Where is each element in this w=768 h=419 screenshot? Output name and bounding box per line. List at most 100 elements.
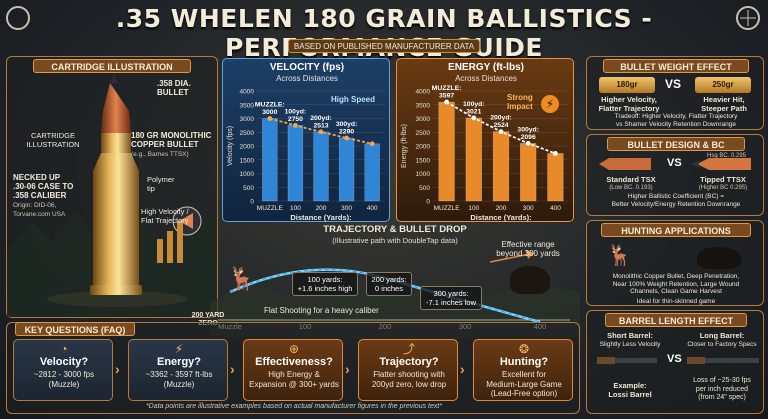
data-label: 100yd: 2750 [285,108,307,123]
x-tick-label: 300 [341,205,352,212]
lightning-icon: ⚡ [541,95,559,113]
data-label-line: 3021 [466,108,481,115]
data-label: 300yd: 2290 [336,121,358,135]
standard-tsx-label: Standard TSX [606,175,656,184]
faq-heading: KEY QUESTIONS (FAQ) [15,322,135,336]
scope-icon [736,6,760,30]
data-label: 200yd: 2524 [490,115,512,130]
velocity-chart: 0 500 1000 1500 2000 2500 3000 3500 4000 Velocity… [227,89,385,222]
faq-question: Effectiveness? [255,356,333,368]
velocity-chart-panel: VELOCITY (fps) Across Distances 0 500 1000… [222,58,390,222]
faq-cards: ◔ Velocity? ~2812 - 3000 fps (Muzzle) › ⚡ Ene… [13,339,575,401]
y-tick-label: 2500 [240,130,255,137]
bar [465,117,482,202]
design-vs: VS [667,157,682,169]
bullet-weight-heading: BULLET WEIGHT EFFECT [603,59,749,73]
hunting-ideal: Ideal for thin-skinned game [636,298,716,305]
page-subtitle: BASED ON PUBLISHED MANUFACTURER DATA [288,39,480,53]
y-tick-label: 1500 [240,157,255,164]
faq-answer: Excellent for Medium-Large Game (Lead-Fr… [486,370,562,398]
y-axis-label: Velocity (fps) [227,126,234,166]
short-barrel-sub: Slightly Less Velocity [599,341,661,348]
deer-icon: 🦌 [607,245,632,267]
faq-answer: High Energy & Expansion @ 300+ yards [249,370,339,389]
cartridge-heading: CARTRIDGE ILLUSTRATION [33,59,191,73]
data-label-line: 2513 [313,122,328,129]
data-label: 300yd: 2096 [517,126,539,141]
bar [438,101,455,202]
x-tick-label: 100 [290,205,301,212]
data-label-line: 2750 [288,116,303,123]
data-point [553,151,558,156]
bar [492,131,510,202]
y-tick-label: 2000 [240,144,255,151]
data-label: 100yd: 3021 [463,101,485,116]
page-title: .35 WHELEN 180 GRAIN BALLISTICS - PERFOR… [115,4,653,62]
barrel-vs: VS [667,353,682,365]
callout-200yd: 200 yards: 0 inches [366,272,412,296]
data-point [525,140,531,146]
y-tick-label: 1000 [416,171,431,178]
long-barrel-sub: Closer to Factory Specs [687,341,757,348]
data-point [344,135,349,141]
y-axis-label: Energy (ft-lbs) [401,124,408,168]
bullet-example-label: (e.g., Barnes TTSX) [131,151,189,158]
x-tick-label: 200 [316,205,327,212]
faq-card[interactable]: ⊕ Effectiveness? High Energy & Expansion @… [243,339,343,401]
bear-icon [697,247,741,269]
data-label-line: 100yd: [285,108,307,115]
callout-300yd: 300 yards: -7.1 inches low [420,286,482,310]
bc-note: Higher Ballistic Coefficient (BC) = Bett… [611,193,741,208]
energy-chart: 0 500 1000 1500 2000 2500 3000 3500 4000 Energy (… [401,85,569,222]
callout-100yd: 100 yards: +1.6 inches high [292,272,358,296]
cartridge-caption: CARTRIDGE ILLUSTRATION [26,131,80,149]
data-point [267,116,273,121]
bar [313,131,329,202]
y-tick-label: 500 [419,185,430,192]
light-bullet-badge: 180gr [599,77,655,93]
faq-question: Velocity? [39,356,89,368]
y-tick-label: 1000 [240,171,255,178]
chevron-right-icon: › [345,361,350,377]
x-tick-label: 200 [496,205,507,212]
faq-card[interactable]: ❂ Hunting? Excellent for Medium-Large Game… [473,339,573,401]
necked-label: NECKED UP .30-06 CASE TO .358 CALIBER [13,173,74,200]
velocity-chart-subtitle: Across Distances [276,74,338,83]
trajectory-note-label: High Velocity / Flat Trajectory [141,207,189,225]
energy-chart-title: ENERGY (ft-lbs) [448,62,524,73]
faq-card[interactable]: ◔ Velocity? ~2812 - 3000 fps (Muzzle) [13,339,113,401]
hsg-bc-label: Hsg BC. 0.295 [707,153,747,159]
faq-card[interactable]: ⤴ Trajectory? Flatter shooting with 200yd … [358,339,458,401]
heavy-bullet-badge: 250gr [695,77,751,93]
x-tick-label: 100 [468,205,479,212]
data-label-line: 3597 [439,93,454,100]
faq-question: Energy? [156,356,201,368]
barrel-illustration [597,357,759,364]
bar [262,118,278,202]
x-axis-label: Distance (Yards): [290,213,351,222]
data-point [498,129,504,134]
effective-range-label: Effective range beyond 300 yards [496,240,560,258]
y-tick-label: 0 [426,199,430,206]
bullet-design-panel: BULLET DESIGN & BC Hsg BC. 0.295 VS Stan… [586,134,764,216]
weight-vs: VS [665,77,682,91]
bar [287,125,304,202]
x-tick-label: MUZZLE [434,205,461,212]
energy-chart-subtitle: Across Distances [455,74,517,83]
origin-label: Origin: DID-06, Torvane.com USA [13,202,66,218]
energy-chart-panel: ENERGY (ft-lbs) Across Distances 0 500 100… [396,58,574,222]
y-tick-label: 3000 [240,116,255,123]
standard-tsx-bc: (Low BC. 0.193) [609,185,653,191]
hunting-text: Monolithic Copper Bullet, Deep Penetrati… [612,273,740,295]
faq-card[interactable]: ⚡ Energy? ~3362 - 3597 ft-lbs (Muzzle) [128,339,228,401]
faq-answer: Flatter shooting with 200yd zero, low dr… [371,370,447,389]
polymer-tip-label: Polymer tip [147,175,175,193]
bullet-diameter-label: .358 DIA. BULLET [157,79,191,97]
scope-crosshair-icon [740,10,756,26]
cartridge-panel: CARTRIDGE ILLUSTRATION CARTRIDGE ILLUSTR… [6,56,218,318]
trajectory-section: TRAJECTORY & BULLET DROP (Illustrative p… [210,222,580,338]
bullet-design-illustration [599,158,751,170]
data-label: MUZZLE: 3000 [255,102,285,117]
barrel-loss: Loss of ~25-30 fps per inch reduced (fro… [693,377,751,401]
data-label-line: 100yd: [463,101,485,108]
